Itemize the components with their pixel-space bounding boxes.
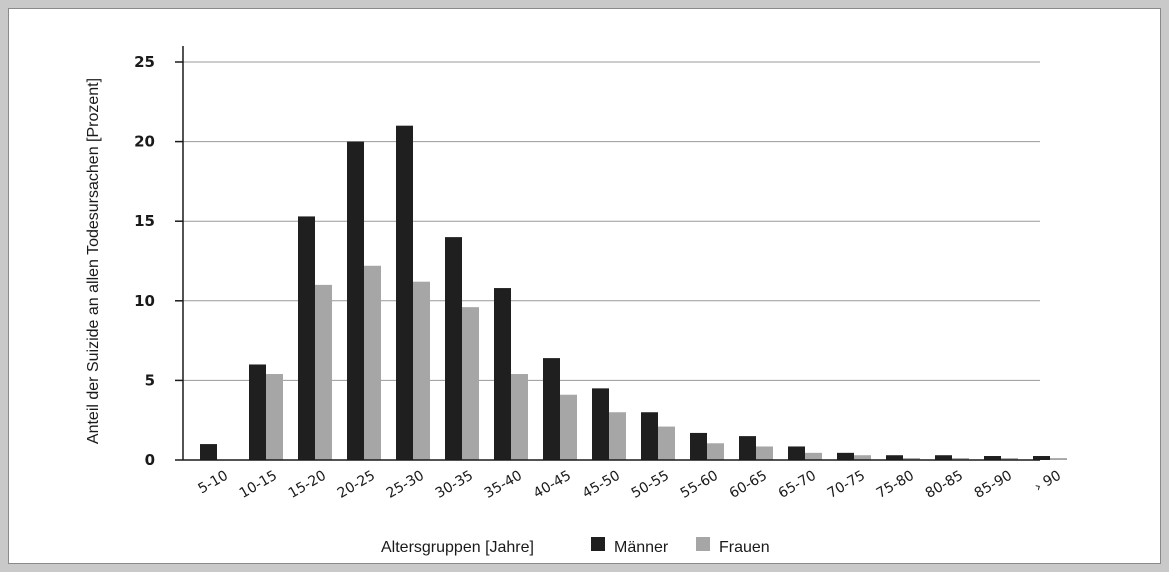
bar-frauen-12 [805, 452, 822, 460]
x-tick-label: › 90 [1032, 468, 1064, 496]
bar-frauen-7 [560, 394, 577, 460]
bar-maenner-11 [739, 436, 756, 460]
bar-maenner-13 [837, 452, 854, 460]
bar-maenner-1 [249, 364, 266, 460]
x-tick-label: 35-40 [482, 468, 525, 502]
y-tick-label: 15 [134, 212, 155, 230]
bar-frauen-17 [1050, 458, 1067, 460]
bar-maenner-14 [886, 455, 903, 460]
bar-frauen-4 [413, 281, 430, 460]
bar-frauen-1 [266, 374, 283, 460]
x-tick-label: 10-15 [237, 468, 280, 502]
legend: Altersgruppen [Jahre] Männer Frauen [381, 537, 770, 556]
x-tick-label: 15-20 [286, 468, 329, 502]
chart-panel [8, 8, 1161, 564]
x-tick-label: 80-85 [923, 468, 966, 502]
bar-maenner-10 [690, 432, 707, 460]
y-tick-label: 25 [134, 53, 155, 71]
bar-maenner-5 [445, 237, 462, 460]
y-axis-title: Anteil der Suizide an allen Todesursache… [85, 78, 102, 444]
y-tick-labels: 0 5 10 15 20 25 [134, 53, 155, 469]
bar-maenner-4 [396, 125, 413, 461]
bar-frauen-8 [609, 412, 626, 460]
bar-frauen-3 [364, 265, 381, 460]
x-tick-label: 45-50 [580, 468, 623, 502]
bar-frauen-11 [756, 446, 773, 460]
bar-frauen-14 [903, 458, 920, 460]
y-tick-label: 10 [134, 292, 155, 310]
x-tick-label: 60-65 [727, 468, 770, 502]
bar-frauen-5 [462, 307, 479, 460]
x-tick-label: 65-70 [776, 468, 819, 502]
x-tick-label: 75-80 [874, 468, 917, 502]
bar-maenner-6 [494, 288, 511, 460]
bar-maenner-17 [1033, 456, 1050, 460]
x-tick-label: 85-90 [972, 468, 1015, 502]
bar-maenner-0 [200, 444, 217, 460]
bars [200, 125, 1067, 461]
bar-frauen-2 [315, 284, 332, 460]
y-tick-label: 5 [145, 371, 155, 389]
bar-frauen-6 [511, 374, 528, 460]
bar-frauen-10 [707, 443, 724, 460]
x-tick-labels: 5-10 10-15 15-20 20-25 25-30 30-35 35-40 40-45 4… [195, 468, 1064, 502]
legend-label-frauen: Frauen [719, 539, 770, 556]
x-tick-label: 50-55 [629, 468, 672, 502]
x-tick-label: 40-45 [531, 468, 574, 502]
bar-frauen-16 [1001, 458, 1018, 460]
x-tick-label: 55-60 [678, 468, 721, 502]
bar-maenner-9 [641, 412, 658, 460]
legend-swatch-frauen [696, 537, 710, 551]
legend-swatch-maenner [591, 537, 605, 551]
y-tick-label: 20 [134, 133, 155, 151]
x-tick-label: 20-25 [335, 468, 378, 502]
bar-maenner-3 [347, 141, 364, 460]
x-tick-label: 5-10 [195, 468, 231, 498]
x-tick-label: 70-75 [825, 468, 868, 502]
bar-maenner-2 [298, 216, 315, 460]
bar-maenner-16 [984, 456, 1001, 460]
bar-maenner-12 [788, 446, 805, 460]
y-tick-label: 0 [145, 451, 155, 469]
x-axis-title: Altersgruppen [Jahre] [381, 539, 534, 556]
bar-frauen-13 [854, 455, 871, 460]
x-tick-label: 30-35 [433, 468, 476, 502]
x-tick-label: 25-30 [384, 468, 427, 502]
bar-maenner-7 [543, 358, 560, 460]
bar-frauen-15 [952, 458, 969, 460]
legend-label-maenner: Männer [614, 539, 669, 556]
bar-frauen-9 [658, 426, 675, 460]
bar-maenner-15 [935, 455, 952, 460]
bar-maenner-8 [592, 388, 609, 460]
